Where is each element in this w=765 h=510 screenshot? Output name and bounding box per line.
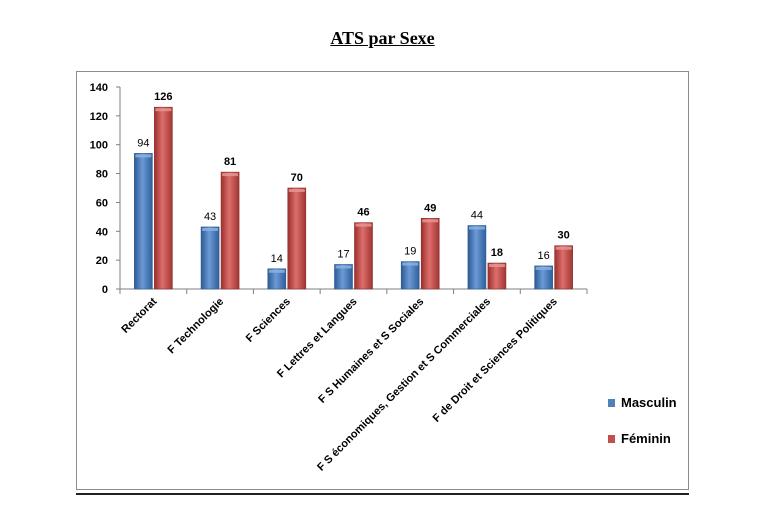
- bar-masculin: [267, 268, 287, 290]
- data-label: 43: [204, 211, 216, 223]
- bar-masculin: [467, 225, 487, 290]
- y-tick-label: 20: [96, 255, 108, 267]
- x-category-label: Rectorat: [119, 295, 159, 335]
- bar-highlight: [288, 189, 305, 192]
- y-tick-label: 80: [96, 169, 108, 181]
- legend-swatch-feminin: [608, 435, 615, 443]
- bar-feminin: [354, 222, 373, 290]
- bar-highlight: [268, 269, 285, 273]
- bar-feminin: [220, 171, 240, 290]
- bar-masculin: [534, 265, 553, 290]
- bar-highlight: [155, 108, 172, 112]
- data-label: 46: [357, 207, 369, 219]
- bar-highlight: [488, 264, 505, 268]
- data-label: 19: [404, 246, 416, 258]
- data-label: 16: [538, 250, 550, 262]
- data-label: 70: [291, 172, 303, 184]
- data-label: 18: [491, 247, 503, 259]
- bar-feminin: [287, 187, 307, 290]
- bar-feminin: [154, 106, 173, 290]
- bar-feminin: [420, 218, 440, 290]
- x-category-label: F de Droit et Sciences Politiques: [431, 296, 560, 425]
- y-tick-label: 140: [90, 82, 108, 94]
- bar-highlight: [335, 265, 352, 269]
- bar-highlight: [535, 266, 552, 270]
- bar-feminin: [487, 262, 507, 290]
- bar-masculin: [334, 264, 353, 290]
- y-tick-label: 0: [102, 284, 108, 296]
- y-tick-label: 100: [90, 140, 108, 152]
- x-category-label: F Sciences: [244, 296, 293, 345]
- y-tick-label: 40: [96, 226, 108, 238]
- bar-feminin: [554, 245, 573, 290]
- y-tick-label: 60: [96, 197, 108, 209]
- data-label: 81: [224, 156, 236, 168]
- bar-highlight: [135, 154, 152, 158]
- bar-highlight: [222, 173, 239, 177]
- bar-masculin: [200, 226, 220, 290]
- data-label: 126: [154, 91, 172, 103]
- data-label: 17: [337, 248, 349, 260]
- bar-masculin: [400, 261, 420, 290]
- data-label: 94: [137, 137, 149, 149]
- bar-masculin: [134, 153, 153, 290]
- legend-swatch-masculin: [608, 399, 615, 407]
- legend-label: Féminin: [621, 431, 671, 446]
- chart-frame: [76, 71, 689, 490]
- bottom-rule: [76, 493, 689, 495]
- x-category-label: F Technologie: [166, 296, 227, 357]
- bar-highlight: [402, 262, 419, 266]
- legend-label: Masculin: [621, 395, 677, 410]
- x-category-label: F S Humaines et S Sociales: [316, 296, 426, 406]
- data-label: 44: [471, 210, 483, 222]
- chart-title: ATS par Sexe: [330, 28, 435, 48]
- data-label: 30: [558, 230, 570, 242]
- data-label: 14: [271, 253, 283, 265]
- y-tick-label: 120: [90, 111, 108, 123]
- bar-highlight: [555, 246, 572, 250]
- data-label: 49: [424, 202, 436, 214]
- bar-highlight: [355, 223, 372, 227]
- bar-highlight: [202, 227, 219, 231]
- bar-highlight: [422, 219, 439, 223]
- bar-highlight: [468, 226, 485, 230]
